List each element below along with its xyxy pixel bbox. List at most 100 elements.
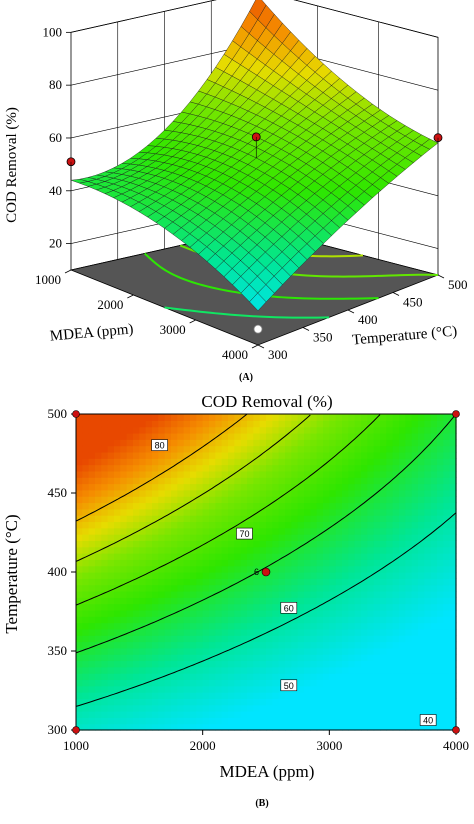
heat-cell: [443, 414, 451, 421]
heat-cell: [253, 578, 261, 586]
heat-cell: [139, 723, 147, 731]
heat-cell: [107, 616, 115, 624]
heat-cell: [405, 654, 413, 662]
heat-cell: [266, 451, 273, 459]
heat-cell: [215, 414, 223, 421]
heat-cell: [285, 502, 292, 510]
heat-cell: [380, 616, 387, 624]
heat-cell: [95, 628, 102, 636]
heat-cell: [437, 711, 444, 718]
heat-cell: [266, 654, 273, 662]
heat-cell: [145, 540, 153, 548]
heat-cell: [114, 711, 121, 718]
heat-cell: [443, 578, 451, 586]
heat-cell: [418, 578, 425, 586]
heat-cell: [240, 584, 248, 592]
heat-cell: [171, 584, 178, 592]
heat-cell: [209, 616, 216, 624]
heat-cell: [304, 439, 311, 447]
heat-cell: [449, 432, 457, 440]
heat-cell: [367, 660, 375, 668]
heat-cell: [247, 546, 254, 554]
heat-cell: [164, 635, 172, 643]
heat-cell: [114, 723, 121, 731]
heat-cell: [392, 622, 400, 630]
heat-cell: [424, 616, 432, 624]
heat-cell: [285, 711, 292, 718]
heat-cell: [183, 451, 191, 459]
heat-cell: [291, 439, 299, 447]
heat-cell: [88, 439, 96, 447]
heat-cell: [392, 711, 400, 718]
heat-cell: [297, 432, 305, 440]
heat-cell: [196, 685, 204, 693]
heat-cell: [266, 553, 273, 560]
heat-cell: [297, 546, 305, 554]
heat-cell: [76, 477, 83, 485]
heat-cell: [367, 679, 375, 687]
heat-cell: [253, 477, 261, 485]
heat-cell: [234, 578, 242, 586]
heat-cell: [95, 704, 102, 712]
heat-cell: [278, 635, 286, 643]
heat-cell: [278, 647, 286, 655]
heat-cell: [373, 616, 381, 624]
heat-cell: [209, 483, 216, 491]
x-tick-label: 4000: [222, 347, 248, 362]
heat-cell: [126, 527, 134, 535]
heat-cell: [348, 698, 356, 706]
heat-cell: [240, 616, 248, 624]
heat-cell: [392, 673, 400, 681]
heat-cell: [411, 515, 419, 523]
heat-cell: [82, 654, 90, 662]
heat-cell: [196, 534, 204, 541]
heat-cell: [133, 477, 140, 485]
heat-cell: [392, 477, 400, 485]
heat-cell: [215, 445, 223, 453]
heat-cell: [335, 565, 343, 573]
heat-cell: [405, 565, 413, 573]
heat-cell: [209, 635, 216, 643]
heat-cell: [76, 546, 83, 554]
heat-cell: [126, 515, 134, 523]
heat-cell: [234, 597, 242, 605]
heat-cell: [437, 590, 444, 598]
heat-cell: [76, 660, 83, 668]
heat-cell: [437, 647, 444, 655]
heat-cell: [329, 553, 337, 560]
heat-cell: [297, 628, 305, 636]
heat-cell: [304, 641, 311, 649]
heat-cell: [291, 717, 299, 725]
heat-cell: [278, 654, 286, 662]
heat-cell: [329, 426, 337, 434]
heat-cell: [114, 470, 121, 478]
heat-cell: [171, 546, 178, 554]
heat-cell: [202, 527, 210, 535]
heat-cell: [399, 534, 406, 541]
heat-cell: [133, 673, 140, 681]
heat-cell: [234, 717, 242, 725]
heat-cell: [95, 521, 102, 529]
heat-cell: [380, 420, 387, 428]
heat-cell: [361, 515, 368, 523]
heat-cell: [297, 723, 305, 731]
heat-cell: [234, 628, 242, 636]
heat-cell: [101, 597, 109, 605]
heat-cell: [323, 723, 330, 731]
heat-cell: [373, 578, 381, 586]
heat-cell: [348, 477, 356, 485]
heat-cell: [88, 464, 96, 472]
heat-cell: [202, 603, 210, 611]
heat-cell: [120, 439, 128, 447]
heat-cell: [221, 590, 229, 598]
heat-cell: [196, 597, 204, 605]
heat-cell: [158, 609, 166, 617]
heat-cell: [285, 521, 292, 529]
heat-cell: [424, 622, 432, 630]
heat-cell: [310, 559, 318, 567]
heat-cell: [411, 711, 419, 718]
heat-cell: [88, 496, 96, 504]
heat-cell: [228, 489, 235, 497]
heat-cell: [228, 628, 235, 636]
heat-cell: [335, 546, 343, 554]
